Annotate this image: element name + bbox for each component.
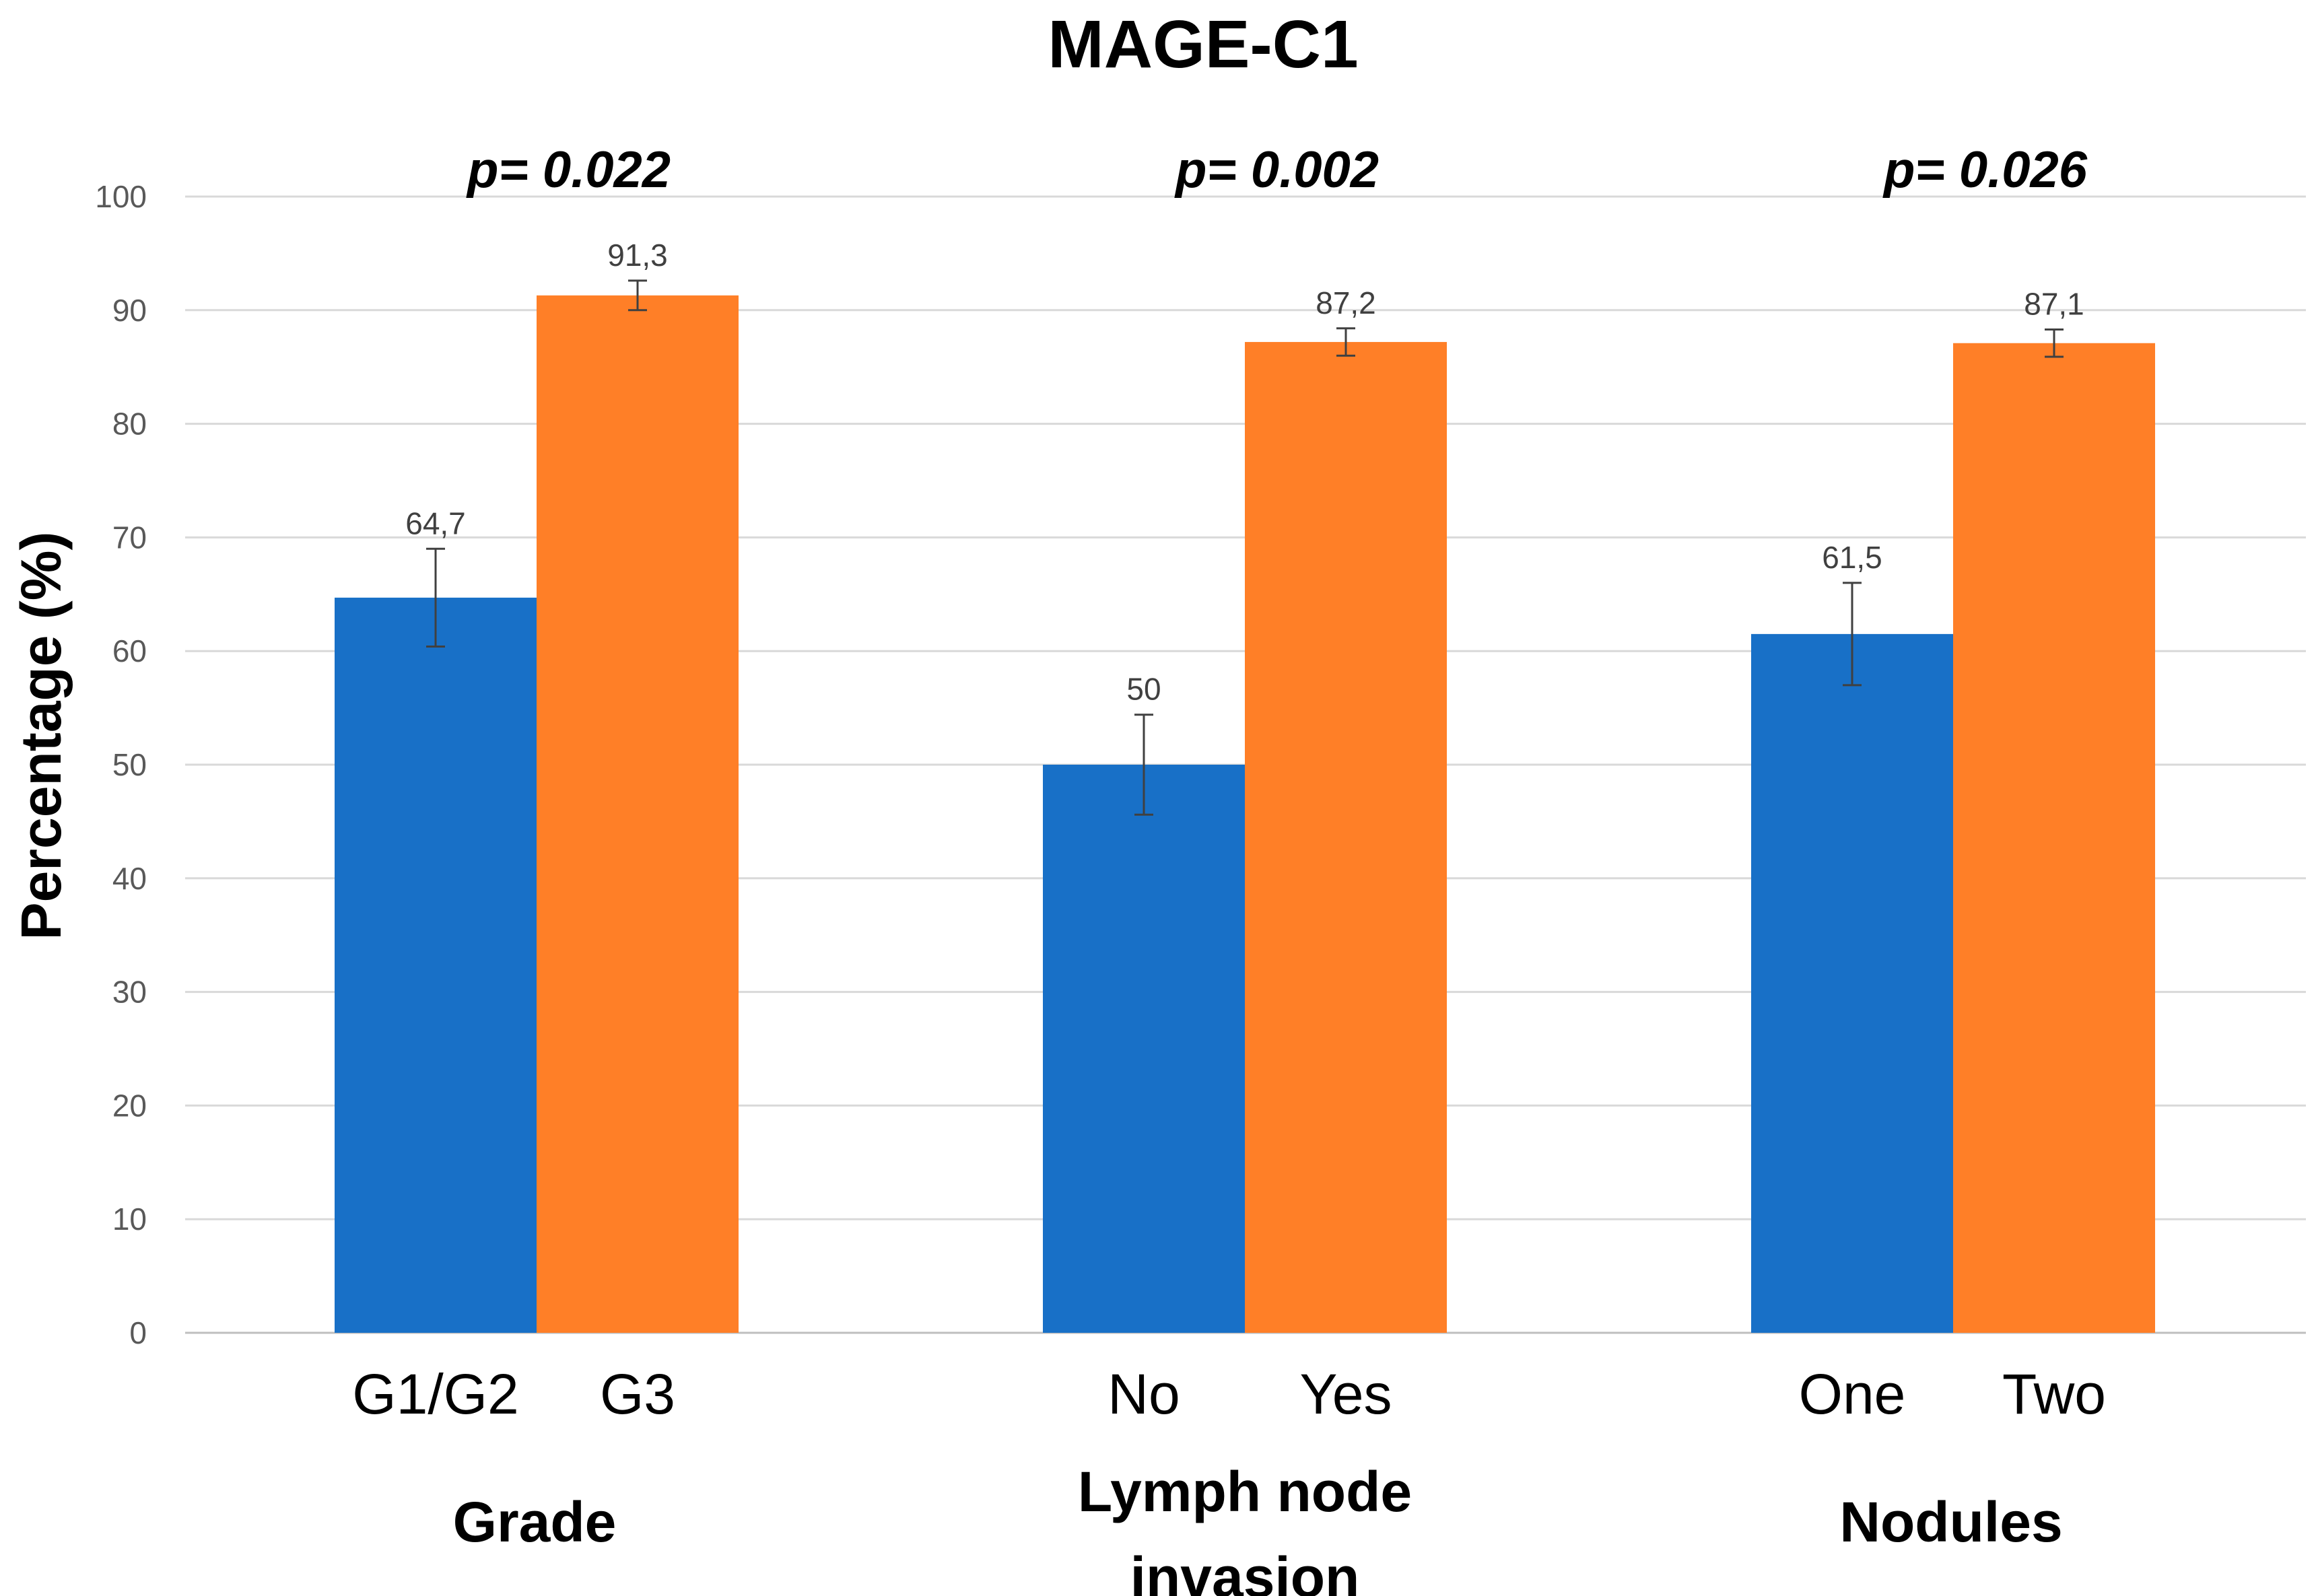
y-axis-label: Percentage (%) [9,532,73,940]
group-label: Lymph node invasion [1078,1460,1412,1596]
error-bar [628,279,647,312]
error-bar [1843,582,1862,687]
p-value-labels: p= 0.022 p= 0.002 p= 0.026 [466,141,2088,199]
x-category-labels: G1/G2 G3 No Yes One Two [352,1362,2106,1426]
group-label-line: invasion [1130,1546,1360,1596]
y-tick-label: 100 [95,179,147,214]
x-category-label: Yes [1299,1362,1392,1426]
y-tick-label: 90 [112,293,147,328]
data-label: 64,7 [405,506,466,541]
error-bar [426,547,445,648]
data-labels: 64,7 91,3 50 87,2 61,5 87,1 [405,238,2084,707]
p-value-label: p= 0.002 [1174,141,1379,199]
bar-g1-g2 [335,597,537,1333]
group-label: Grade [453,1490,617,1554]
group-label: Nodules [1839,1490,2062,1554]
x-category-label: One [1799,1362,1906,1426]
error-bar [1134,714,1153,816]
x-category-label: G1/G2 [352,1362,518,1426]
data-label: 91,3 [607,238,668,273]
bar-g3 [537,295,739,1333]
data-label: 61,5 [1822,540,1882,575]
y-tick-label: 60 [112,633,147,668]
y-tick-label: 30 [112,975,147,1010]
y-tick-label: 40 [112,861,147,896]
y-tick-label: 50 [112,747,147,782]
data-label: 50 [1126,672,1161,707]
bar-no [1043,765,1245,1333]
x-category-label: G3 [600,1362,675,1426]
p-value-label: p= 0.026 [1882,141,2088,199]
y-tick-label: 80 [112,407,147,442]
x-category-label: Two [2002,1362,2106,1426]
bar-one [1751,633,1953,1333]
y-tick-label: 10 [112,1202,147,1237]
x-category-label: No [1108,1362,1180,1426]
p-value-label: p= 0.022 [466,141,671,199]
y-tick-labels: 0 10 20 30 40 50 60 70 80 90 100 [95,179,147,1350]
chart-title: MAGE-C1 [1048,7,1358,82]
group-labels: Grade Lymph node invasion Nodules [453,1460,2063,1596]
y-tick-label: 20 [112,1088,147,1123]
bar-yes [1245,342,1447,1333]
y-tick-label: 0 [129,1315,147,1350]
error-bar [1336,327,1355,357]
bar-two [1953,343,2155,1333]
y-tick-label: 70 [112,520,147,555]
data-label: 87,2 [1316,285,1376,320]
group-label-line: Lymph node [1078,1460,1412,1523]
bars [335,279,2155,1333]
error-bar [2045,328,2064,358]
data-label: 87,1 [2024,286,2084,321]
